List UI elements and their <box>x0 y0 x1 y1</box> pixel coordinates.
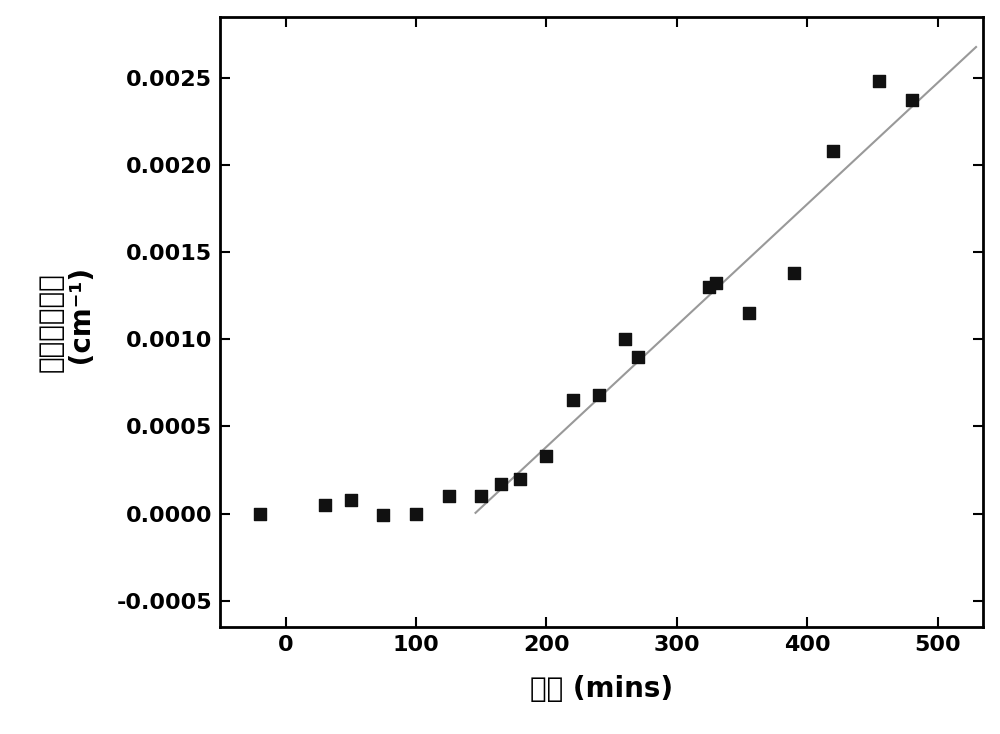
Point <box>786 267 802 279</box>
Point <box>375 509 391 521</box>
Point <box>904 95 920 106</box>
Point <box>538 450 554 462</box>
Point <box>408 508 424 520</box>
Point <box>591 389 607 401</box>
Point <box>630 351 646 363</box>
X-axis label: 时间 (mins): 时间 (mins) <box>530 675 673 702</box>
Y-axis label: 散射强度增量
 (cm⁻¹): 散射强度增量 (cm⁻¹) <box>37 268 97 375</box>
Point <box>252 508 268 520</box>
Point <box>441 490 457 502</box>
Point <box>871 76 887 87</box>
Point <box>512 473 528 484</box>
Point <box>473 490 489 502</box>
Point <box>825 145 841 157</box>
Point <box>708 277 724 289</box>
Point <box>343 494 359 506</box>
Point <box>565 394 581 406</box>
Point <box>741 308 757 319</box>
Point <box>701 281 717 293</box>
Point <box>493 478 509 490</box>
Point <box>617 333 633 345</box>
Point <box>317 499 333 511</box>
